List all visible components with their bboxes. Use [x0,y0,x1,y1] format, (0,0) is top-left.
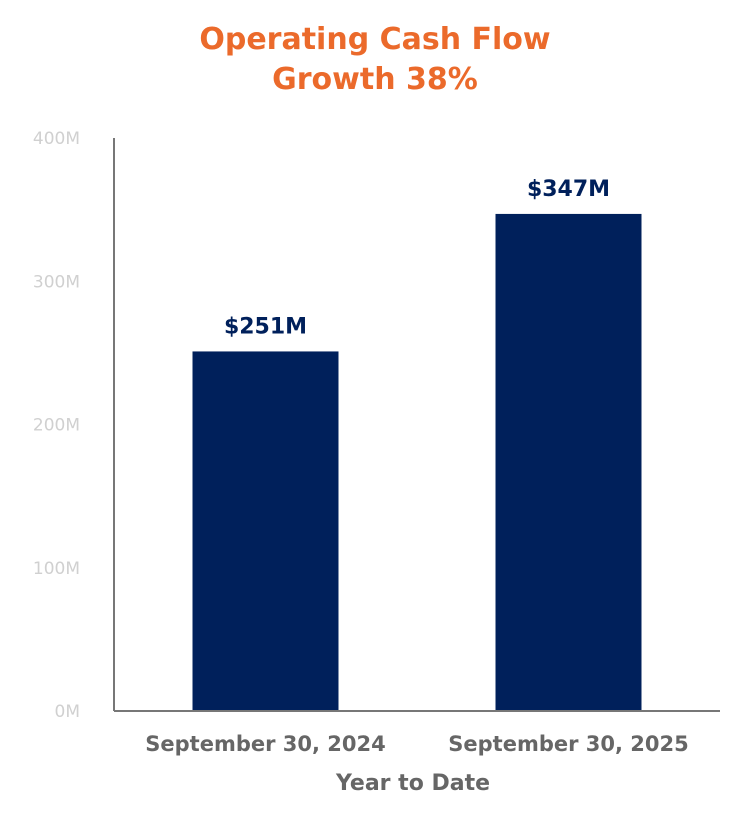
x-category-label: September 30, 2024 [145,732,385,756]
y-tick-label: 200M [33,416,80,436]
x-axis-title: Year to Date [335,771,490,796]
chart-title-line-1: Operating Cash Flow [199,22,551,57]
bar [495,213,642,712]
y-tick-label: 100M [33,559,80,579]
bar [192,351,339,711]
chart-title-line-2: Growth 38% [272,62,478,97]
bar-value-label: $347M [527,177,610,202]
y-tick-label: 400M [33,129,80,149]
x-category-label: September 30, 2025 [448,732,688,756]
bar-value-label: $251M [224,314,307,339]
y-tick-label: 300M [33,272,80,292]
y-tick-label: 0M [55,702,80,722]
chart-title: Operating Cash Flow Growth 38% [0,20,750,100]
